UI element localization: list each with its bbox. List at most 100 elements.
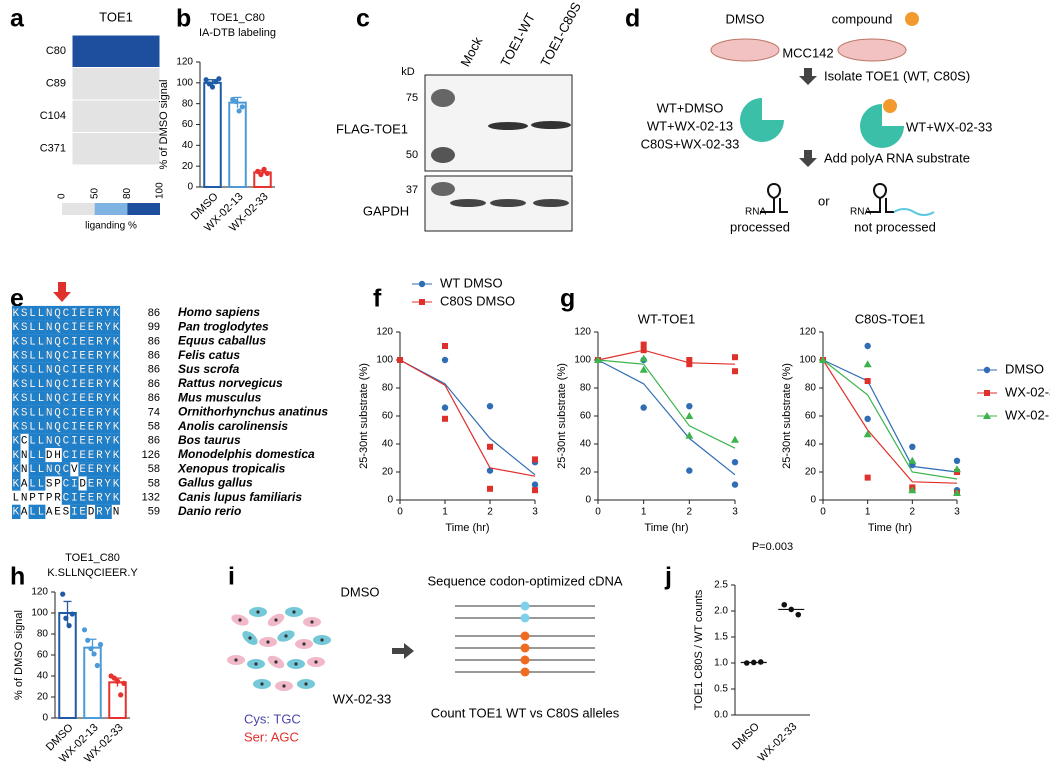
y-tick-label: 0: [810, 495, 816, 506]
heat-cell: [71, 132, 161, 166]
x-tick-label: 0: [820, 507, 826, 518]
legend-label: WX-02-13: [1005, 407, 1050, 422]
replicate-point: [206, 81, 212, 87]
point: [953, 465, 961, 473]
series-line: [822, 359, 958, 484]
row-label: C371: [40, 143, 66, 155]
series-line: [597, 359, 736, 476]
y-tick-label: 2.0: [714, 606, 728, 617]
compound-icon: [905, 12, 919, 26]
y-axis-label: 25-30nt substrate (%): [358, 363, 370, 469]
rna: [866, 182, 894, 213]
legend-marker: [983, 412, 991, 419]
heat-cell: [71, 67, 161, 101]
point: [487, 443, 493, 450]
point: [486, 403, 494, 410]
ladder-band: [431, 89, 455, 107]
y-tick-label: 0.0: [714, 710, 728, 721]
point: [953, 457, 961, 464]
replicate-point: [213, 79, 219, 85]
replicate-point: [114, 678, 121, 684]
y-tick-label: 80: [182, 98, 194, 109]
condition: DMSO: [341, 584, 380, 599]
panel-label: f: [373, 285, 382, 313]
step: Count TOE1 WT vs C80S alleles: [431, 705, 620, 720]
colorbar-label: liganding %: [85, 221, 137, 232]
y-tick-label: 60: [805, 411, 817, 422]
outcome: processed: [730, 219, 790, 234]
x-tick-label: 0: [595, 507, 601, 518]
colorbar-tick-label: 50: [89, 187, 100, 199]
replicate-point: [69, 611, 75, 617]
point: [594, 356, 602, 363]
point: [819, 356, 827, 363]
band: [450, 199, 486, 207]
y-tick-label: 0: [42, 713, 48, 724]
position: 132: [142, 492, 160, 504]
sequence-highlight: [12, 336, 120, 349]
ladder-band: [431, 182, 455, 196]
legend-marker: [419, 299, 425, 305]
band: [531, 121, 571, 129]
chart-subtitle: IA-DTB labeling: [199, 27, 276, 39]
site-arrow: [53, 282, 71, 302]
point: [686, 361, 693, 368]
point: [908, 456, 917, 464]
y-tick-label: 80: [37, 629, 49, 640]
band-label: FLAG-TOE1: [336, 121, 408, 136]
y-tick-label: 40: [382, 439, 394, 450]
species: Canis lupus familiaris: [178, 490, 302, 504]
legend-label: DMSO: [1005, 361, 1044, 376]
x-tick-label: 1: [442, 507, 448, 518]
y-tick-label: 0: [187, 182, 193, 193]
point: [686, 357, 693, 363]
x-tick-label: 0: [397, 507, 403, 518]
species: Gallus gallus: [178, 476, 253, 490]
sequence-highlight: [12, 407, 120, 420]
replicate-point: [203, 77, 209, 83]
y-tick-label: 0.5: [714, 684, 728, 695]
panel-label: a: [10, 5, 25, 33]
x-axis-label: Time (hr): [445, 522, 489, 534]
protein: [740, 98, 784, 142]
replicate-point: [255, 168, 261, 174]
group-label: C80S+WX-02-33: [641, 136, 740, 151]
rna-label: RNA: [745, 207, 766, 218]
replicate-point: [233, 98, 239, 105]
series-line: [399, 359, 536, 476]
point: [685, 412, 694, 419]
rna: [760, 182, 788, 213]
position: 58: [148, 463, 160, 475]
colorbar-bin: [94, 203, 128, 215]
position: 99: [148, 321, 160, 333]
species: Pan troglodytes: [178, 319, 269, 333]
band: [490, 199, 526, 207]
y-tick-label: 80: [805, 383, 817, 394]
replicate-point: [81, 627, 88, 633]
panel-label: g: [560, 285, 575, 313]
y-axis-label: % of DMSO signal: [158, 80, 170, 170]
group-label: WT+DMSO: [657, 100, 724, 115]
step: Add polyA RNA substrate: [824, 150, 970, 165]
sequence-highlight: [12, 364, 120, 377]
y-axis-label: TOE1 C80S / WT counts: [693, 589, 705, 710]
row-label: C104: [40, 110, 66, 122]
bar: [108, 681, 127, 719]
protein: [860, 104, 904, 148]
species: Mus musculus: [178, 390, 262, 404]
point: [731, 481, 739, 488]
x-tick-label: WX-02-33: [756, 721, 800, 765]
x-tick-label: 3: [532, 507, 538, 518]
point: [732, 368, 738, 375]
panel-label: e: [10, 285, 24, 313]
colorbar-tick-label: 0: [57, 193, 68, 199]
legend-marker: [983, 366, 991, 374]
arrow: [392, 643, 414, 659]
cells: [227, 607, 331, 691]
sequence-highlight: [12, 378, 120, 391]
point: [531, 481, 539, 488]
point: [442, 415, 448, 422]
position: 58: [148, 421, 160, 433]
rna-label: RNA: [850, 207, 871, 218]
